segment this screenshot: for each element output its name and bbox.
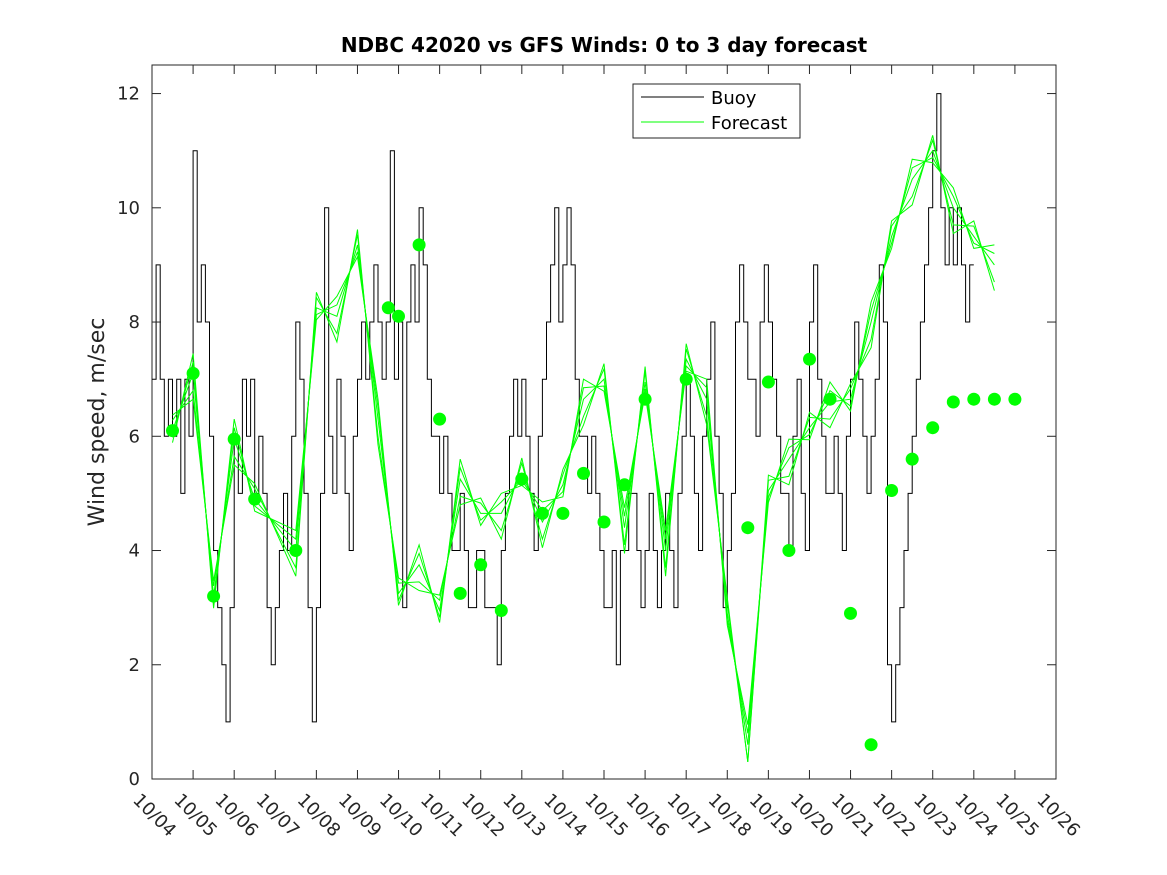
forecast-marker	[577, 466, 590, 480]
forecast-markers	[166, 238, 1022, 752]
buoy-series	[152, 93, 974, 723]
y-tick-label: 6	[129, 426, 140, 447]
y-tick-label: 12	[117, 84, 140, 105]
forecast-marker	[638, 392, 652, 406]
forecast-marker	[761, 375, 775, 389]
y-tick-label: 0	[129, 769, 140, 790]
forecast-marker	[289, 544, 303, 557]
forecast-marker	[494, 604, 508, 617]
forecast-line-5	[172, 135, 995, 762]
forecast-marker	[381, 301, 395, 315]
y-axis-label: Wind speed, m/sec	[85, 318, 110, 527]
forecast-line-4	[172, 156, 995, 734]
forecast-marker	[1008, 392, 1022, 406]
forecast-marker	[392, 309, 405, 323]
y-tick-label: 4	[129, 541, 140, 562]
legend-box	[632, 83, 801, 139]
legend-buoy-label: Buoy	[711, 88, 757, 109]
legend-forecast-label: Forecast	[711, 113, 787, 134]
y-tick-label: 10	[117, 198, 140, 219]
forecast-marker	[186, 366, 200, 380]
forecast-marker	[535, 506, 549, 520]
forecast-marker	[248, 492, 262, 506]
forecast-marker	[844, 606, 857, 620]
y-tick-label: 8	[129, 312, 140, 333]
forecast-marker	[207, 589, 221, 603]
forecast-marker	[885, 484, 899, 497]
forecast-marker	[967, 392, 981, 406]
forecast-marker	[453, 586, 467, 600]
forecast-marker	[556, 506, 570, 520]
forecast-marker	[227, 432, 241, 446]
forecast-marker	[474, 558, 488, 572]
forecast-marker	[412, 238, 426, 252]
forecast-marker	[823, 392, 837, 406]
chart-title: NDBC 42020 vs GFS Winds: 0 to 3 day fore…	[341, 33, 868, 57]
forecast-marker	[515, 472, 529, 486]
forecast-marker	[803, 352, 816, 366]
forecast-marker	[905, 452, 919, 466]
forecast-marker	[782, 544, 796, 557]
forecast-marker	[864, 738, 878, 752]
forecast-marker	[618, 478, 631, 492]
buoy-line	[152, 93, 974, 723]
legend[interactable]: Buoy Forecast	[632, 83, 801, 139]
forecast-marker	[926, 421, 940, 435]
forecast-marker	[741, 521, 755, 535]
forecast-marker	[679, 372, 693, 386]
forecast-series	[172, 135, 995, 762]
forecast-marker	[166, 424, 179, 438]
y-axis: 0 2 4 6 8 10 12	[117, 84, 1056, 790]
forecast-marker	[433, 412, 447, 426]
plot-area	[151, 64, 1057, 780]
forecast-marker	[946, 395, 960, 409]
y-tick-label: 2	[129, 655, 140, 676]
forecast-marker	[597, 515, 611, 529]
forecast-marker	[987, 392, 1001, 406]
forecast-line-3	[172, 138, 995, 762]
